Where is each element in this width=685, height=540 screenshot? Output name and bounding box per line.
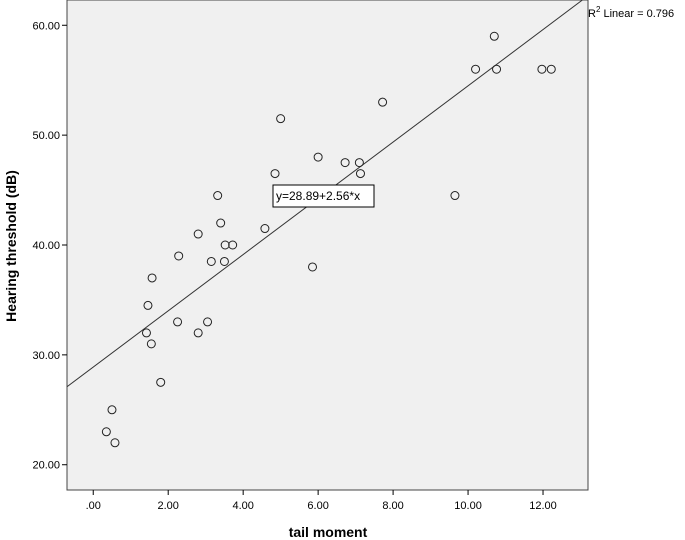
equation-label: y=28.89+2.56*x [276, 189, 360, 203]
equation-box-frame [272, 184, 375, 208]
data-point [340, 158, 350, 168]
data-point [216, 218, 226, 228]
x-tick-label: 10.00 [454, 500, 482, 512]
data-point [220, 240, 230, 250]
data-point [213, 191, 223, 201]
data-point [489, 31, 499, 41]
r-squared-label: R2 Linear = 0.796 [588, 5, 674, 20]
data-point [546, 64, 556, 74]
points-layer [101, 31, 556, 448]
data-point [260, 224, 270, 234]
r-squared-superscript: 2 [596, 5, 601, 14]
y-tick-label: 30.00 [32, 350, 60, 362]
data-point [492, 64, 502, 74]
data-point [203, 317, 213, 327]
r-squared-value: Linear = 0.796 [600, 8, 674, 20]
r-squared-prefix: R [588, 8, 596, 20]
equation-box: y=28.89+2.56*x [272, 184, 375, 208]
data-point [471, 64, 481, 74]
x-tick-label: .00 [86, 500, 101, 512]
data-point [141, 328, 151, 338]
x-tick-label: 8.00 [382, 500, 403, 512]
y-tick-label: 40.00 [32, 240, 60, 252]
data-point [219, 256, 229, 266]
data-point [355, 169, 365, 179]
plot-area [66, 0, 589, 491]
x-tick-label: 12.00 [529, 500, 557, 512]
x-tick-label: 4.00 [232, 500, 253, 512]
data-point [228, 240, 238, 250]
y-tick-label: 50.00 [32, 130, 60, 142]
data-point [313, 152, 323, 162]
data-point [173, 317, 183, 327]
data-point [270, 169, 280, 179]
data-point [308, 262, 318, 272]
y-axis-title: Hearing threshold (dB) [3, 170, 19, 322]
data-point [537, 64, 547, 74]
data-point [146, 339, 156, 349]
data-point [107, 405, 117, 415]
ticks-layer: .00 2.00 4.00 6.00 8.00 10.00 12.00 20.00 30.00 4… [32, 20, 556, 512]
data-point [174, 251, 184, 261]
data-point [354, 158, 364, 168]
data-point [206, 256, 216, 266]
x-axis-title: tail moment [289, 524, 368, 540]
x-tick-label: 2.00 [157, 500, 178, 512]
data-point [193, 328, 203, 338]
data-point [276, 114, 286, 124]
y-tick-label: 60.00 [32, 20, 60, 32]
data-point [450, 191, 460, 201]
y-tick-label: 20.00 [32, 460, 60, 472]
data-point [147, 273, 157, 283]
data-point [143, 300, 153, 310]
data-point [110, 438, 120, 448]
x-tick-label: 6.00 [307, 500, 328, 512]
data-point [101, 427, 111, 437]
data-point [378, 97, 388, 107]
data-point [156, 377, 166, 387]
data-point [193, 229, 203, 239]
